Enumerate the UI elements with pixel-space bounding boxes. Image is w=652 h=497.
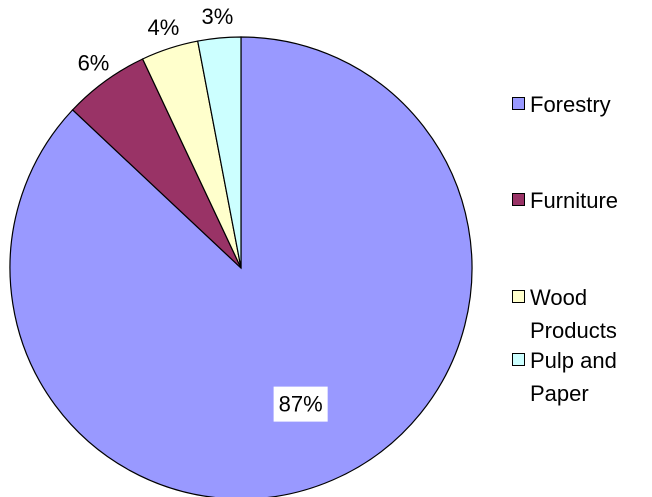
legend-label: Forestry — [530, 92, 611, 117]
legend-swatch — [512, 193, 525, 206]
data-label: 4% — [148, 15, 180, 40]
legend-label: Furniture — [530, 188, 619, 213]
pie-slice — [197, 36, 242, 269]
legend-entry: Forestry — [512, 88, 647, 121]
data-label: 3% — [201, 4, 233, 29]
pie-slice — [9, 36, 473, 497]
legend-swatch — [512, 290, 525, 303]
legend-entry: Furniture — [512, 184, 647, 217]
data-label: 6% — [78, 51, 110, 76]
legend-swatch — [512, 353, 525, 366]
legend-swatch — [512, 97, 525, 110]
legend-label: Wood Products — [530, 285, 617, 343]
legend-label: Pulp and Paper — [530, 348, 617, 406]
data-label: 87% — [279, 392, 323, 417]
legend-entry: Pulp and Paper — [512, 344, 647, 410]
data-label-bg — [273, 386, 328, 422]
pie-area: 87% 6% 4% 3% — [9, 4, 473, 497]
legend-entry: Wood Products — [512, 281, 647, 347]
